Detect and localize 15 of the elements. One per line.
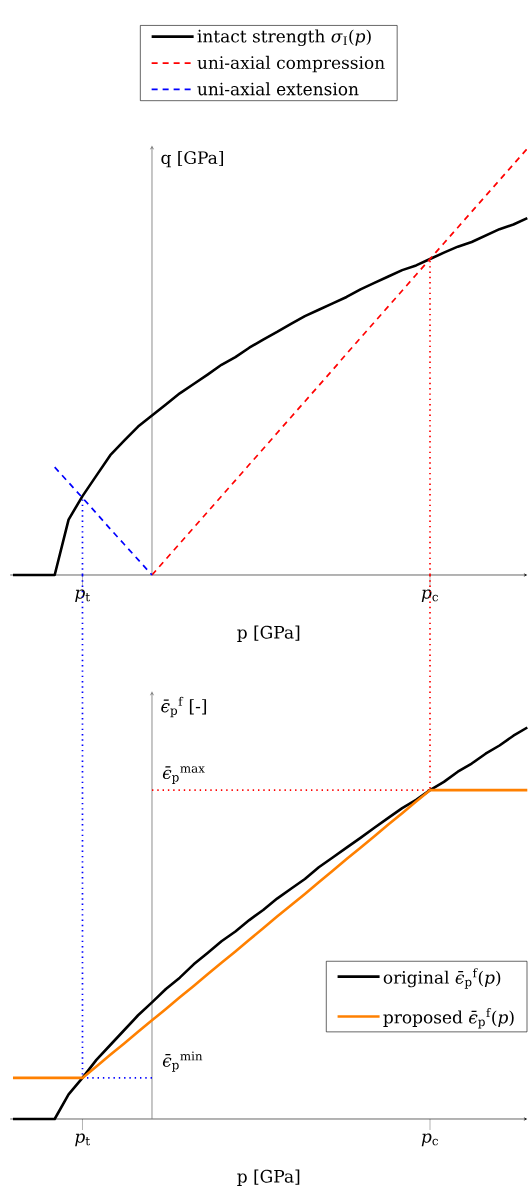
x-tick-label: p$_{t}$	[75, 1133, 90, 1147]
x-tick-label: p$_{c}$	[421, 589, 438, 603]
x-axis-title: p [GPa]	[237, 625, 300, 642]
x-tick-label: p$_{c}$	[421, 1133, 438, 1147]
legend-label: original ϵ̄$_{p}$$^{f}$(p)	[383, 968, 501, 989]
y-axis-title: ϵ̄$_{p}$$^{f}$ [-]	[161, 696, 207, 718]
legend-label: proposed ϵ̄$_{p}$$^{f}$(p)	[383, 1008, 514, 1029]
x-axis-title: p [GPa]	[237, 1169, 300, 1186]
ref-line-label: ϵ̄$_{p}$max	[162, 766, 205, 784]
legend-label: uni-axial compression	[197, 55, 385, 73]
y-axis-title: q [GPa]	[161, 150, 224, 168]
x-tick-label: p$_{t}$	[75, 589, 90, 603]
legend-label: uni-axial extension	[197, 82, 359, 96]
ref-line-label: ϵ̄$_{p}$min	[162, 1051, 203, 1072]
legend-label: intact strength σ$_{I}$(p)	[197, 29, 371, 47]
